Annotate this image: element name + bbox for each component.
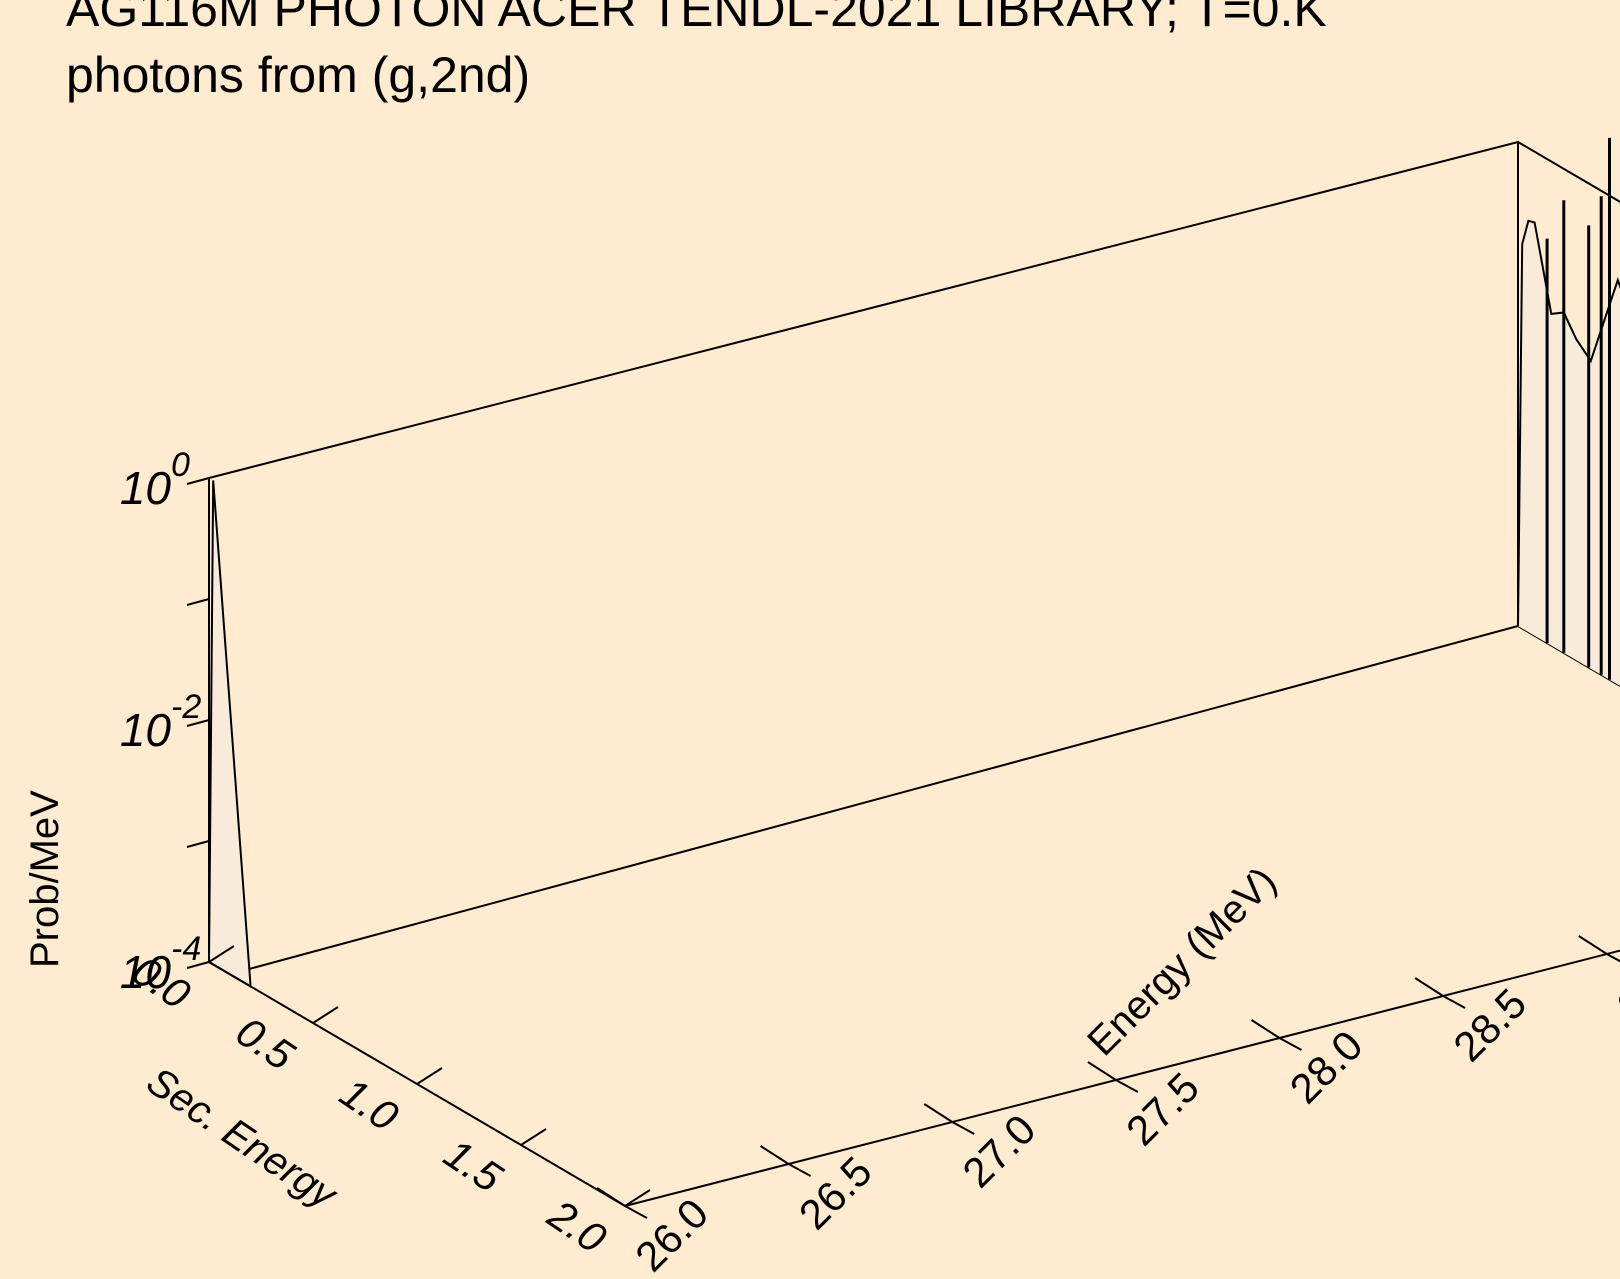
x-tick-outer (1279, 1037, 1302, 1051)
x-tick (923, 1103, 953, 1123)
x-tick-outer (1442, 995, 1466, 1009)
z-tick-label: 10 (120, 946, 172, 998)
z-tick-label: 10 (120, 704, 172, 756)
z-axis-title: Prob/MeV (23, 790, 67, 968)
y-tick (520, 1128, 547, 1146)
y-tick (208, 945, 235, 963)
floor-back-edge (229, 625, 1519, 976)
y-tick-label: 1.0 (332, 1068, 407, 1140)
x-tick (1578, 935, 1608, 955)
axes-group (186, 477, 1620, 1219)
x-tick-outer (624, 1205, 648, 1219)
x-tick-outer (788, 1163, 812, 1177)
y-tick (624, 1189, 651, 1207)
z-tick (186, 598, 210, 606)
axis-planes (208, 140, 1620, 976)
z-tick-exponent: -2 (171, 688, 201, 726)
x-tick (1087, 1061, 1117, 1081)
y-tick-label: 0.5 (228, 1007, 303, 1079)
y-tick (312, 1006, 339, 1024)
z-tick (186, 477, 210, 485)
y-tick-label: 1.5 (436, 1129, 511, 1201)
chart-title: AG116M PHOTON ACER TENDL-2021 LIBRARY; T… (66, 0, 1327, 37)
z-tick (186, 961, 210, 969)
front-spectrum (207, 480, 252, 989)
x-tick-outer (951, 1121, 975, 1135)
x-tick (1414, 977, 1444, 997)
x-tick (1250, 1019, 1281, 1039)
back-wall-outline (208, 140, 1620, 687)
back-spectrum-fill (1518, 220, 1620, 686)
x-tick (596, 1187, 626, 1207)
x-tick (760, 1145, 790, 1165)
z-tick (186, 719, 210, 727)
y-tick (416, 1067, 443, 1085)
x-tick-outer (1606, 953, 1620, 963)
x-axis-title: Energy (MeV) (1079, 859, 1285, 1065)
z-tick (186, 840, 210, 848)
back-spectrum-line (1517, 219, 1620, 627)
chart-subtitle: photons from (g,2nd) (66, 47, 531, 103)
z-tick-exponent: -4 (171, 930, 201, 968)
y-tick-label: 2.0 (539, 1190, 615, 1263)
z-tick-label: 10 (120, 462, 172, 514)
front-spectrum-group (207, 480, 252, 989)
y-axis-title: Sec. Energy (139, 1059, 347, 1219)
back-spectrum-group (1517, 137, 1620, 686)
x-tick-outer (1115, 1079, 1139, 1093)
z-tick-exponent: 0 (171, 446, 190, 484)
